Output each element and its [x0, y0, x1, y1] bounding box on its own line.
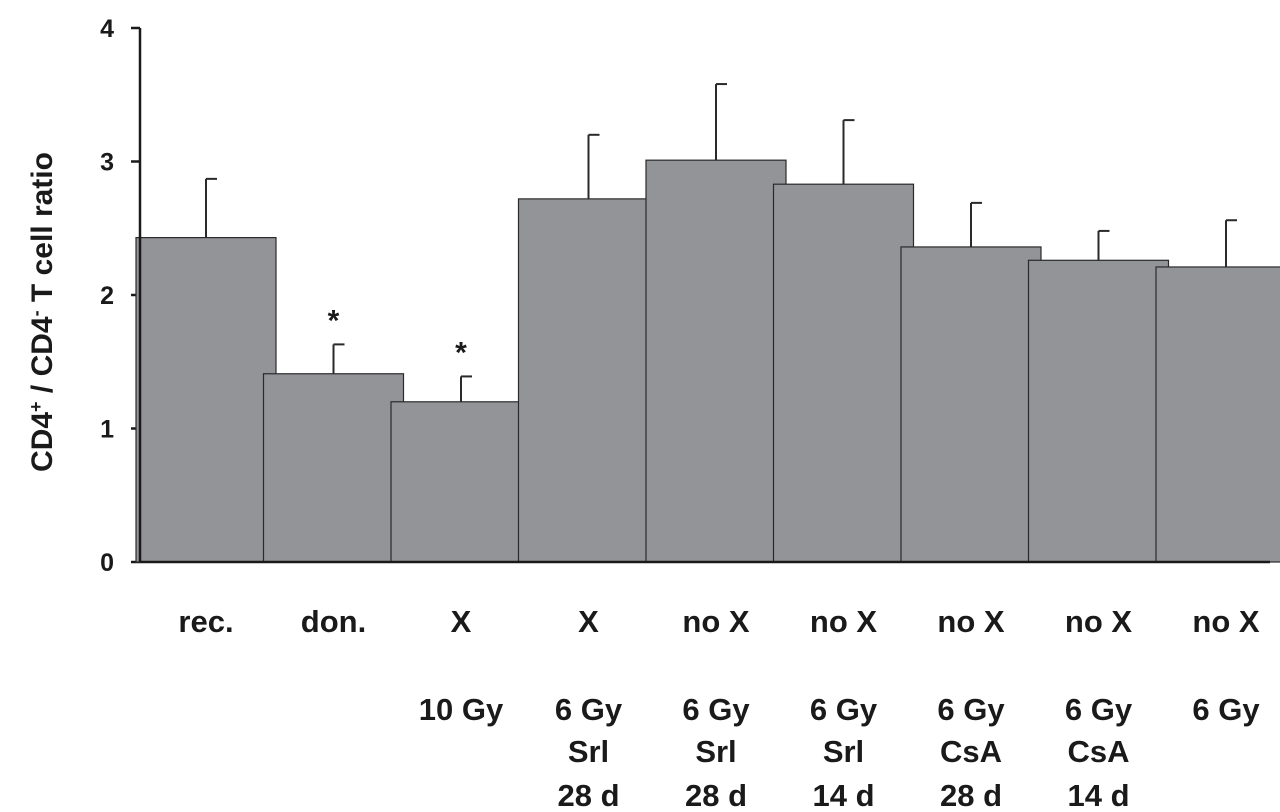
bar	[1155, 266, 1280, 563]
x-category-label: 28 d	[685, 778, 747, 812]
bar	[645, 159, 787, 563]
x-category-label: 10 Gy	[419, 692, 504, 727]
bars	[135, 159, 1280, 563]
x-category-label: CsA	[1067, 734, 1129, 769]
x-category-label: CsA	[940, 734, 1002, 769]
x-category-label: 6 Gy	[682, 692, 750, 727]
x-axis-labels: rec. don. X 10 Gy X 6 Gy Srl 28 d no X 6 Gy Srl 28 …	[178, 604, 1260, 812]
x-category-label: 6 Gy	[1192, 692, 1260, 727]
significance-markers: **	[328, 304, 468, 369]
x-category-label: 6 Gy	[1065, 692, 1133, 727]
bar	[135, 236, 277, 563]
error-bars	[205, 83, 1237, 402]
y-axis: 0 1 2 3 4	[100, 15, 140, 577]
axes	[138, 28, 1270, 564]
bar	[390, 401, 532, 563]
y-tick-label: 1	[100, 416, 114, 444]
y-tick-label: 3	[100, 149, 114, 177]
x-category-label: 6 Gy	[555, 692, 623, 727]
y-tick-label: 0	[100, 549, 114, 577]
y-axis-label: CD4+ / CD4- T cell ratio	[26, 152, 59, 472]
x-category-label: don.	[301, 604, 366, 639]
x-category-label: rec.	[178, 604, 233, 639]
x-category-label: Srl	[568, 734, 609, 769]
x-category-label: no X	[937, 604, 1004, 639]
bar	[1027, 259, 1170, 563]
bar	[262, 373, 405, 563]
x-category-label: no X	[810, 604, 877, 639]
x-category-label: 6 Gy	[810, 692, 878, 727]
x-category-label: Srl	[823, 734, 864, 769]
x-category-label: 28 d	[557, 778, 619, 812]
x-category-label: 6 Gy	[937, 692, 1005, 727]
x-category-label: 14 d	[812, 778, 874, 812]
bar	[900, 246, 1042, 563]
x-category-label: no X	[682, 604, 749, 639]
significance-asterisk: *	[328, 304, 340, 337]
x-category-label: no X	[1192, 604, 1259, 639]
significance-asterisk: *	[455, 336, 467, 369]
y-tick-label: 2	[100, 282, 114, 310]
x-category-label: no X	[1065, 604, 1132, 639]
x-category-label: 14 d	[1067, 778, 1129, 812]
bar	[772, 183, 915, 563]
x-category-label: X	[578, 604, 599, 639]
x-category-label: X	[451, 604, 472, 639]
y-tick-label: 4	[100, 15, 114, 43]
bar	[517, 198, 660, 563]
x-category-label: Srl	[695, 734, 736, 769]
x-category-label: 28 d	[940, 778, 1002, 812]
